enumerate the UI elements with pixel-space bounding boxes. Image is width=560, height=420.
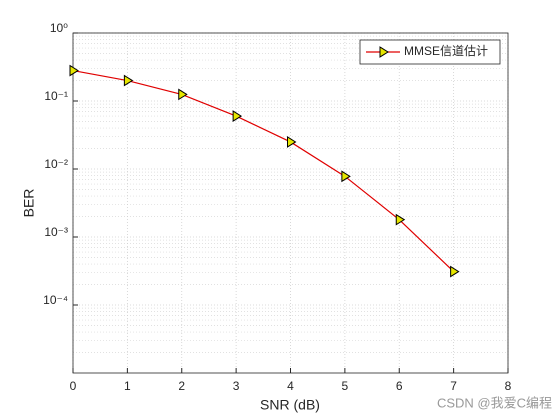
x-axis-label: SNR (dB) — [260, 397, 320, 413]
y-tick-label: 10⁻³ — [44, 225, 68, 239]
y-tick-label: 10⁻⁴ — [43, 293, 68, 307]
y-tick-label: 10⁰ — [50, 21, 68, 35]
marker — [178, 88, 188, 101]
x-tick-label: 0 — [70, 379, 77, 393]
x-tick-label: 2 — [178, 379, 185, 393]
series-line — [72, 70, 455, 273]
x-tick-label: 7 — [450, 379, 457, 393]
marker — [69, 64, 79, 77]
x-tick-label: 8 — [505, 379, 512, 393]
marker — [341, 170, 351, 183]
x-tick-label: 1 — [124, 379, 131, 393]
marker — [450, 265, 460, 278]
legend-label: MMSE信道估计 — [404, 44, 488, 58]
marker — [395, 213, 406, 226]
legend-marker — [379, 46, 389, 58]
axes-box — [72, 32, 509, 374]
plot-area — [73, 33, 508, 373]
x-tick-label: 6 — [396, 379, 403, 393]
y-tick-label: 10⁻¹ — [44, 89, 68, 103]
marker — [287, 136, 297, 148]
y-tick-label: 10⁻² — [44, 157, 68, 171]
marker — [123, 74, 134, 87]
x-tick-label: 3 — [233, 379, 240, 393]
x-tick-label: 5 — [342, 379, 349, 393]
watermark: CSDN @我爱C编程 — [437, 395, 552, 410]
y-axis-label: BER — [21, 189, 37, 218]
marker — [232, 110, 243, 122]
x-tick-label: 4 — [287, 379, 294, 393]
